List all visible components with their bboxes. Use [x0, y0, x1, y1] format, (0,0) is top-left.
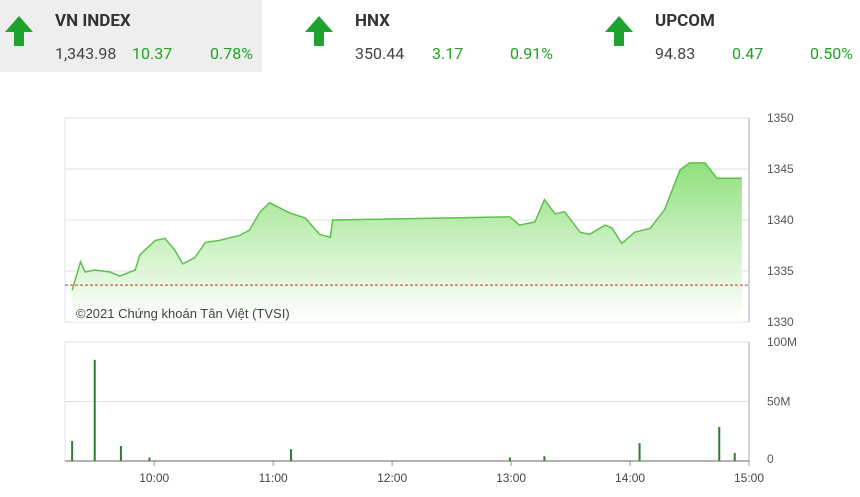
volume-bar: [290, 449, 293, 461]
y-tick-label: 1340: [767, 213, 794, 227]
up-arrow: [5, 16, 33, 46]
index-change: 3.17: [432, 44, 464, 63]
x-tick-label: 12:00: [377, 471, 407, 485]
index-name: VN INDEX: [55, 11, 131, 31]
volume-bar: [733, 453, 736, 461]
index-percent: 0.50%: [810, 44, 853, 63]
x-tick-label: 13:00: [496, 471, 526, 485]
x-tick-label: 11:00: [259, 471, 288, 485]
area-fill: [72, 162, 742, 322]
index-percent: 0.91%: [510, 44, 553, 63]
index-value: 1,343.98: [55, 44, 117, 63]
index-value: 350.44: [355, 44, 405, 63]
index-value: 94.83: [655, 44, 696, 63]
volume-bar: [638, 443, 641, 461]
up-arrow: [605, 16, 633, 46]
y-tick-label: 100M: [767, 335, 797, 349]
index-name: UPCOM: [655, 11, 715, 31]
volume-bar: [508, 457, 511, 461]
y-tick-label: 1330: [767, 315, 794, 329]
price-line: [71, 162, 742, 291]
x-tick-label: 14:00: [615, 471, 645, 485]
annotation: ©2021 Chứng khoán Tân Việt (TVSI): [76, 306, 290, 321]
y-tick-label: 0: [767, 452, 774, 466]
index-change: 10.37: [132, 44, 173, 63]
volume-bar: [543, 456, 546, 461]
y-tick-label: 50M: [767, 395, 790, 409]
index-card: UPCOM 94.83 0.47 0.50%: [600, 0, 860, 72]
x-tick-label: 15:00: [734, 471, 764, 485]
volume-bar: [119, 446, 122, 461]
y-tick-label: 1345: [767, 162, 794, 176]
index-card: HNX 350.44 3.17 0.91%: [300, 0, 562, 72]
index-card: VN INDEX 1,343.98 10.37 0.78%: [0, 0, 262, 72]
index-percent: 0.78%: [210, 44, 253, 63]
index-name: HNX: [355, 11, 390, 31]
y-tick-label: 1335: [767, 264, 794, 278]
volume-bar: [148, 457, 151, 461]
y-tick-label: 1350: [767, 111, 794, 125]
volume-bar: [71, 441, 74, 461]
volume-bar: [718, 426, 721, 461]
up-arrow: [305, 16, 333, 46]
x-tick-label: 10:00: [139, 471, 169, 485]
index-change: 0.47: [732, 44, 764, 63]
volume-bar: [93, 359, 96, 461]
